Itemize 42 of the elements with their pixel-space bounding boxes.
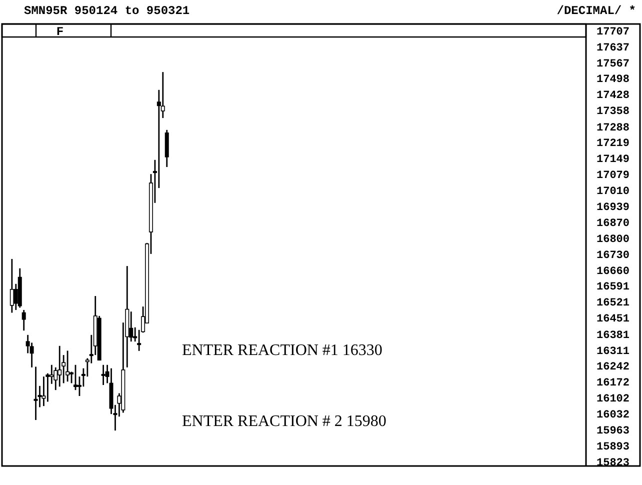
chart-title: SMN95R 950124 to 950321 [24, 4, 190, 18]
y-tick-label: 15963 [596, 425, 630, 438]
y-tick-label: 17707 [596, 26, 630, 38]
y-tick-label: 17498 [596, 74, 630, 86]
y-tick-label: 17428 [596, 90, 630, 102]
y-tick-label: 17079 [596, 170, 630, 182]
y-tick-label: 17637 [596, 42, 630, 54]
y-tick-label: 17288 [596, 122, 630, 134]
y-tick-label: 16032 [596, 410, 630, 422]
y-tick-label: 16939 [596, 202, 630, 214]
y-tick-label: 17149 [596, 154, 630, 166]
candlestick [10, 258, 14, 314]
y-tick-label: 15823 [596, 457, 630, 470]
y-tick-label: 16870 [596, 218, 630, 230]
annotation: ENTER REACTION #1 16330 [182, 342, 382, 359]
text: /DECIMAL/ * [556, 4, 636, 18]
y-tick-label: 17219 [596, 138, 630, 150]
candlestick [66, 350, 70, 382]
y-tick-label: 16172 [596, 378, 630, 390]
y-tick-label: 16800 [596, 234, 630, 246]
y-tick-label: 15893 [596, 441, 630, 454]
candlestick [34, 366, 38, 421]
y-tick-label: 17010 [596, 186, 630, 198]
annotation: F [56, 25, 64, 39]
y-tick-label: 16591 [596, 282, 630, 294]
y-tick-label: 16311 [596, 346, 630, 358]
candlestick [42, 376, 46, 407]
y-tick-label: 16242 [596, 362, 630, 374]
y-tick-label: 17358 [596, 106, 630, 118]
y-tick-label: 16521 [596, 298, 630, 310]
y-tick-label: 16730 [596, 250, 630, 262]
candlestick [58, 345, 62, 388]
y-tick-label: 16660 [596, 266, 630, 278]
candlestick [50, 364, 54, 385]
y-tick-label: 16102 [596, 394, 630, 406]
candlestick [101, 364, 106, 386]
annotation: ENTER REACTION # 2 15980 [182, 413, 386, 430]
candlestick [22, 309, 26, 332]
y-tick-label: 17567 [596, 58, 630, 70]
y-tick-label: 16451 [596, 314, 630, 326]
candlestick [46, 372, 50, 402]
y-tick-label: 16381 [596, 330, 630, 342]
